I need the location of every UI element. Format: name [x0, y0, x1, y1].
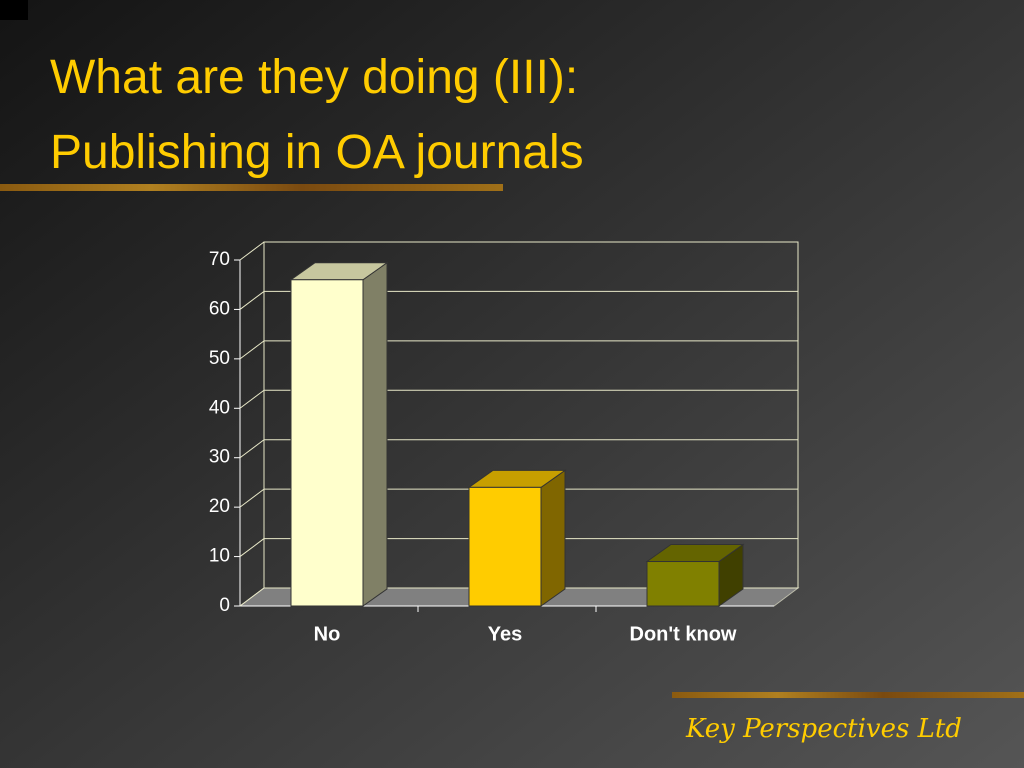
x-tick-label: Don't know	[630, 623, 737, 645]
grid-line	[239, 291, 265, 310]
y-tick-label: 50	[209, 348, 230, 369]
grid-line	[239, 241, 265, 261]
grid-line	[239, 340, 265, 360]
bar	[646, 561, 720, 607]
title-line: What are they doing (III):	[50, 51, 578, 104]
x-tick-label: No	[314, 623, 341, 645]
x-tick-label: Yes	[488, 623, 522, 645]
footer-text: Key Perspectives Ltd	[685, 714, 962, 744]
bar	[290, 279, 364, 607]
y-tick-label: 0	[219, 595, 230, 616]
bar	[468, 486, 542, 607]
grid-line	[239, 389, 265, 409]
y-tick-label: 20	[209, 496, 230, 517]
chart: 0 10 20 30 40 50 60 70 No Yes Don't know	[209, 241, 800, 645]
corner-mark	[0, 0, 28, 20]
y-tick-label: 10	[209, 546, 230, 567]
y-tick-label: 70	[209, 249, 230, 270]
footer-rule	[672, 692, 1024, 698]
y-tick-label: 40	[209, 397, 230, 418]
bar-side	[540, 469, 566, 607]
grid-line	[239, 439, 265, 459]
grid-line	[239, 488, 265, 508]
title-line: Publishing in OA journals	[50, 126, 584, 179]
bar-side	[362, 261, 388, 607]
y-tick-label: 60	[209, 298, 230, 319]
grid-line	[239, 587, 265, 607]
grid-line	[239, 538, 265, 557]
title-rule	[0, 184, 503, 191]
y-tick-label: 30	[209, 447, 230, 468]
